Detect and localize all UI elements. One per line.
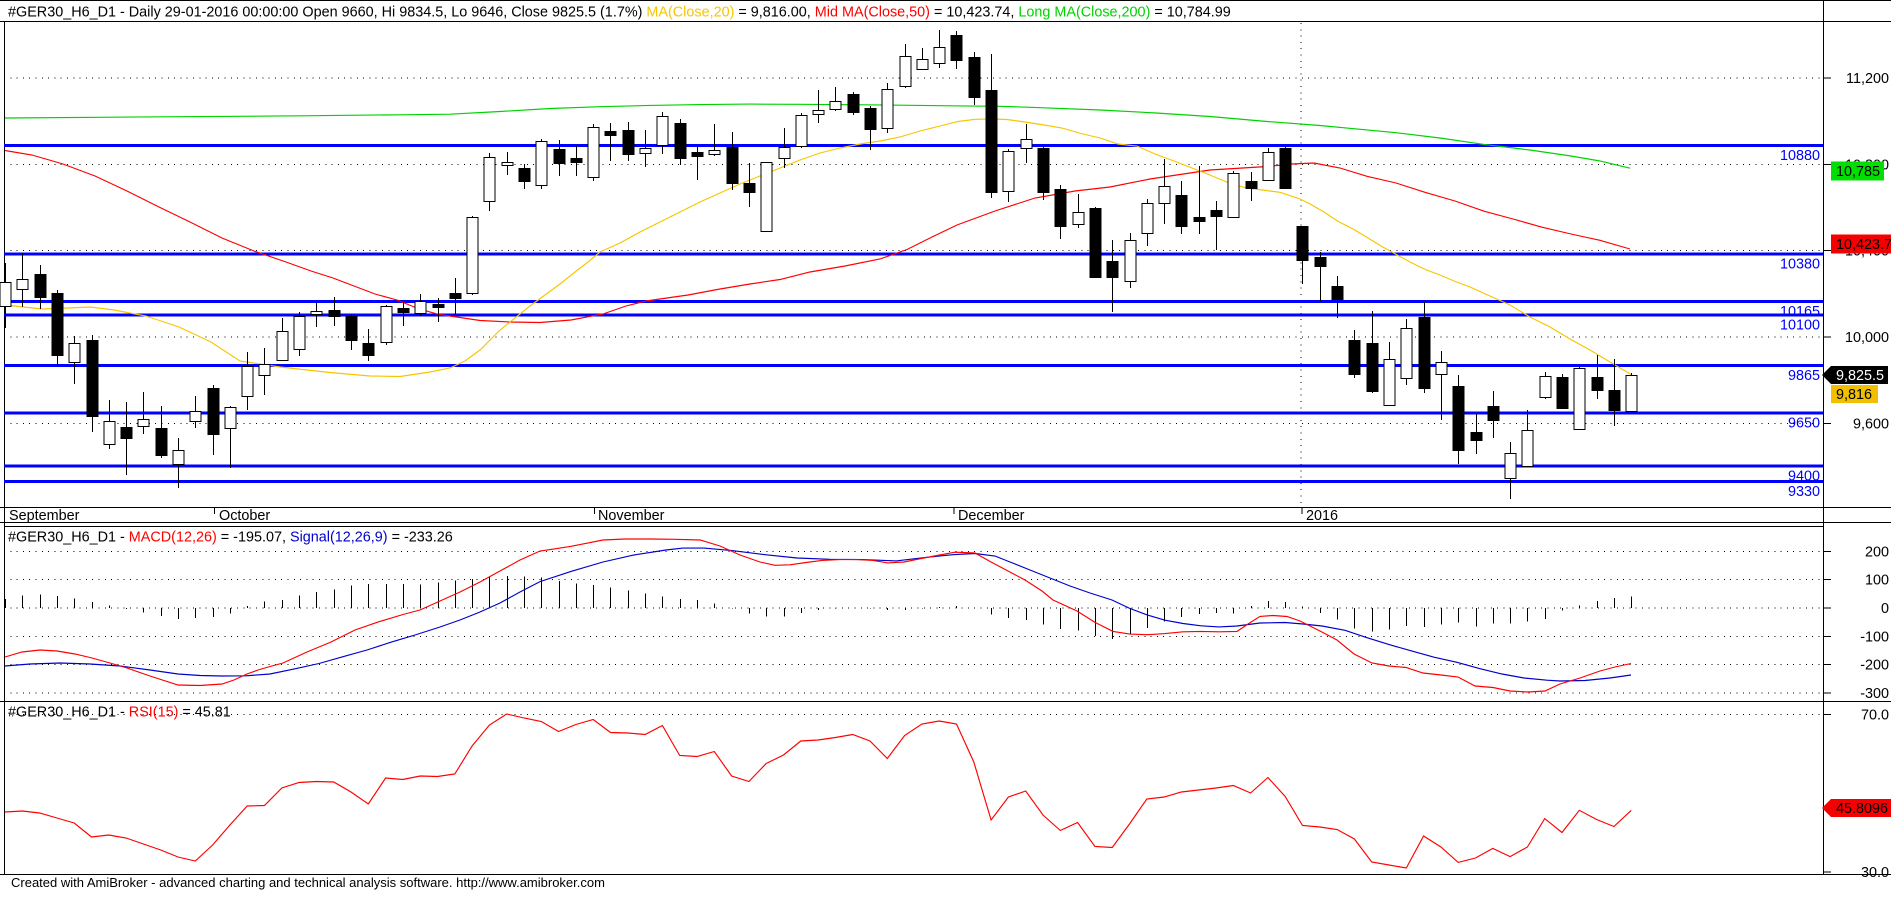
svg-text:9,816: 9,816: [1836, 387, 1872, 403]
svg-text:200: 200: [1865, 544, 1889, 560]
svg-text:9,600: 9,600: [1853, 417, 1889, 433]
svg-text:11,200: 11,200: [1846, 71, 1889, 87]
svg-text:45.8096: 45.8096: [1836, 801, 1888, 817]
svg-text:October: October: [219, 508, 270, 524]
svg-text:November: November: [598, 508, 665, 524]
svg-text:-300: -300: [1860, 686, 1889, 702]
svg-text:2016: 2016: [1306, 508, 1338, 524]
svg-text:9865: 9865: [1788, 368, 1820, 384]
svg-text:9400: 9400: [1788, 469, 1820, 485]
svg-text:10100: 10100: [1780, 318, 1820, 334]
svg-text:#GER30_H6_D1 - MACD(12,26) = -: #GER30_H6_D1 - MACD(12,26) = -195.07, Si…: [8, 530, 453, 546]
svg-text:9330: 9330: [1788, 484, 1820, 500]
svg-text:December: December: [958, 508, 1025, 524]
svg-text:September: September: [9, 508, 80, 524]
svg-text:10380: 10380: [1780, 257, 1820, 273]
svg-text:10,785: 10,785: [1836, 164, 1880, 180]
svg-text:9650: 9650: [1788, 416, 1820, 432]
svg-text:10880: 10880: [1780, 148, 1820, 164]
svg-text:#GER30_H6_D1 - RSI(15) = 45.81: #GER30_H6_D1 - RSI(15) = 45.81: [8, 705, 231, 721]
svg-text:0: 0: [1881, 601, 1889, 617]
svg-text:70.0: 70.0: [1861, 708, 1889, 724]
svg-text:-200: -200: [1860, 658, 1889, 674]
svg-text:10165: 10165: [1780, 304, 1820, 320]
svg-text:100: 100: [1865, 573, 1889, 589]
svg-text:#GER30_H6_D1 - Daily 29-01-201: #GER30_H6_D1 - Daily 29-01-2016 00:00:00…: [8, 5, 1231, 21]
svg-text:10,423.7: 10,423.7: [1836, 237, 1891, 253]
svg-text:10,000: 10,000: [1845, 330, 1889, 346]
svg-text:-100: -100: [1860, 629, 1889, 645]
svg-text:9,825.5: 9,825.5: [1836, 368, 1884, 384]
svg-text:30.0: 30.0: [1861, 865, 1889, 881]
svg-text:Created with AmiBroker - advan: Created with AmiBroker - advanced charti…: [11, 875, 605, 890]
